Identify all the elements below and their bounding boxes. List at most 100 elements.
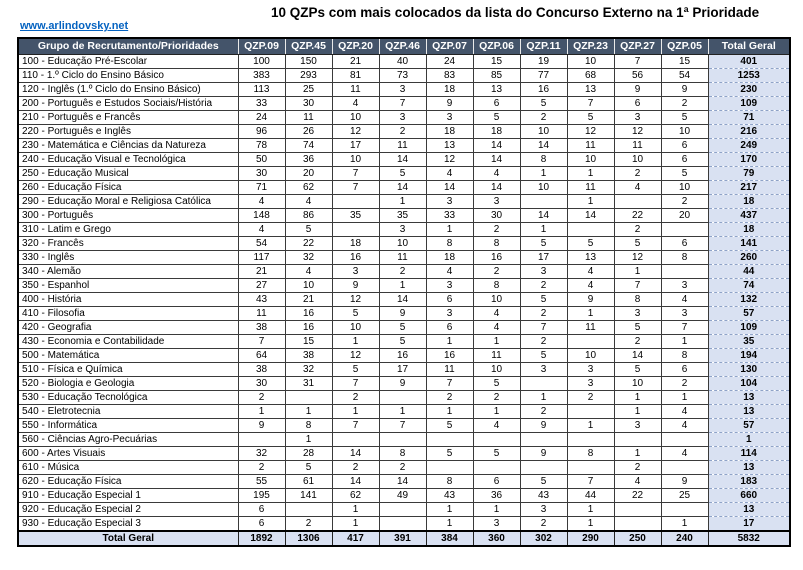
value-cell: 30 bbox=[237, 165, 286, 181]
value-cell: 11 bbox=[237, 305, 286, 321]
value-cell: 5 bbox=[613, 361, 662, 377]
value-cell: 61 bbox=[284, 473, 333, 489]
value-cell bbox=[331, 431, 380, 447]
value-cell: 1 bbox=[284, 431, 333, 447]
total-value-cell: 1892 bbox=[237, 529, 286, 546]
value-cell: 14 bbox=[613, 347, 662, 363]
value-cell: 16 bbox=[425, 347, 474, 363]
row-total-cell: 109 bbox=[707, 95, 791, 111]
value-cell: 22 bbox=[613, 207, 662, 223]
table-row: 550 - Informática 9 8 7 7 5 4 9 1 3 4 57 bbox=[17, 417, 791, 433]
value-cell: 13 bbox=[472, 81, 521, 97]
value-cell: 3 bbox=[425, 305, 474, 321]
value-cell: 2 bbox=[613, 221, 662, 237]
header-row: Grupo de Recrutamento/Prioridades QZP.09 Q… bbox=[17, 37, 791, 55]
value-cell: 10 bbox=[519, 123, 568, 139]
value-cell: 19 bbox=[519, 53, 568, 69]
value-cell: 3 bbox=[613, 109, 662, 125]
row-label-cell: 290 - Educação Moral e Religiosa Católic… bbox=[17, 193, 239, 209]
value-cell: 2 bbox=[472, 221, 521, 237]
row-label-cell: 340 - Alemão bbox=[17, 263, 239, 279]
value-cell: 74 bbox=[284, 137, 333, 153]
value-cell: 22 bbox=[613, 487, 662, 503]
row-label-cell: 410 - Filosofia bbox=[17, 305, 239, 321]
table-row: 200 - Português e Estudos Sociais/Histór… bbox=[17, 95, 791, 111]
value-cell: 14 bbox=[331, 445, 380, 461]
value-cell: 14 bbox=[378, 179, 427, 195]
table-row: 240 - Educação Visual e Tecnológica 50 36 1… bbox=[17, 151, 791, 167]
column-header-total-geral: Total Geral bbox=[707, 37, 791, 55]
value-cell: 10 bbox=[331, 151, 380, 167]
value-cell: 148 bbox=[237, 207, 286, 223]
row-label-cell: 520 - Biologia e Geologia bbox=[17, 375, 239, 391]
column-header-qzp-06: QZP.06 bbox=[472, 37, 521, 55]
value-cell: 1 bbox=[472, 333, 521, 349]
row-label-cell: 200 - Português e Estudos Sociais/Histór… bbox=[17, 95, 239, 111]
value-cell: 1 bbox=[613, 263, 662, 279]
value-cell: 13 bbox=[566, 81, 615, 97]
column-header-qzp-20: QZP.20 bbox=[331, 37, 380, 55]
value-cell: 26 bbox=[284, 123, 333, 139]
value-cell: 20 bbox=[284, 165, 333, 181]
table-row: 560 - Ciências Agro-Pecuárias 1 1 bbox=[17, 431, 791, 447]
value-cell: 6 bbox=[660, 361, 709, 377]
value-cell: 8 bbox=[472, 277, 521, 293]
total-value-cell: 240 bbox=[660, 529, 709, 546]
table-row: 620 - Educação Física 55 61 14 14 8 6 5 7 4 9 183 bbox=[17, 473, 791, 489]
value-cell: 4 bbox=[472, 165, 521, 181]
table-row: 600 - Artes Visuais 32 28 14 8 5 5 9 8 1 4 114 bbox=[17, 445, 791, 461]
row-label-cell: 930 - Educação Especial 3 bbox=[17, 515, 239, 531]
row-label-cell: 100 - Educação Pré-Escolar bbox=[17, 53, 239, 69]
value-cell: 2 bbox=[566, 389, 615, 405]
row-total-cell: 109 bbox=[707, 319, 791, 335]
value-cell: 5 bbox=[660, 109, 709, 125]
value-cell bbox=[613, 431, 662, 447]
value-cell: 3 bbox=[378, 81, 427, 97]
value-cell: 10 bbox=[331, 109, 380, 125]
value-cell: 13 bbox=[425, 137, 474, 153]
table-row: 300 - Português 148 86 35 35 33 30 14 14 22 20 437 bbox=[17, 207, 791, 223]
value-cell: 8 bbox=[284, 417, 333, 433]
value-cell: 10 bbox=[613, 375, 662, 391]
value-cell: 15 bbox=[284, 333, 333, 349]
value-cell: 5 bbox=[566, 109, 615, 125]
table-row: 930 - Educação Especial 3 6 2 1 1 3 2 1 1 17 bbox=[17, 515, 791, 531]
value-cell bbox=[566, 403, 615, 419]
value-cell: 8 bbox=[378, 445, 427, 461]
value-cell: 8 bbox=[613, 291, 662, 307]
value-cell: 5 bbox=[566, 235, 615, 251]
value-cell: 8 bbox=[660, 249, 709, 265]
row-label-cell: 330 - Inglês bbox=[17, 249, 239, 265]
value-cell: 4 bbox=[660, 291, 709, 307]
value-cell: 32 bbox=[237, 445, 286, 461]
value-cell: 49 bbox=[378, 487, 427, 503]
value-cell bbox=[566, 221, 615, 237]
value-cell: 9 bbox=[331, 277, 380, 293]
row-total-cell: 216 bbox=[707, 123, 791, 139]
value-cell: 12 bbox=[613, 123, 662, 139]
value-cell: 16 bbox=[519, 81, 568, 97]
site-link[interactable]: www.arlindovsky.net bbox=[20, 20, 129, 32]
value-cell: 3 bbox=[613, 305, 662, 321]
table-row: 610 - Música 2 5 2 2 2 13 bbox=[17, 459, 791, 475]
value-cell: 1 bbox=[378, 193, 427, 209]
value-cell: 3 bbox=[472, 515, 521, 531]
value-cell bbox=[519, 193, 568, 209]
value-cell: 1 bbox=[519, 221, 568, 237]
value-cell: 3 bbox=[519, 361, 568, 377]
value-cell bbox=[660, 431, 709, 447]
value-cell: 1 bbox=[660, 389, 709, 405]
value-cell: 36 bbox=[472, 487, 521, 503]
value-cell: 17 bbox=[378, 361, 427, 377]
value-cell: 3 bbox=[613, 417, 662, 433]
value-cell: 25 bbox=[284, 81, 333, 97]
value-cell: 12 bbox=[425, 151, 474, 167]
value-cell: 18 bbox=[425, 249, 474, 265]
row-total-cell: 401 bbox=[707, 53, 791, 69]
row-label-cell: 530 - Educação Tecnológica bbox=[17, 389, 239, 405]
value-cell: 15 bbox=[472, 53, 521, 69]
value-cell: 21 bbox=[284, 291, 333, 307]
value-cell: 9 bbox=[237, 417, 286, 433]
value-cell: 14 bbox=[378, 473, 427, 489]
value-cell: 36 bbox=[284, 151, 333, 167]
